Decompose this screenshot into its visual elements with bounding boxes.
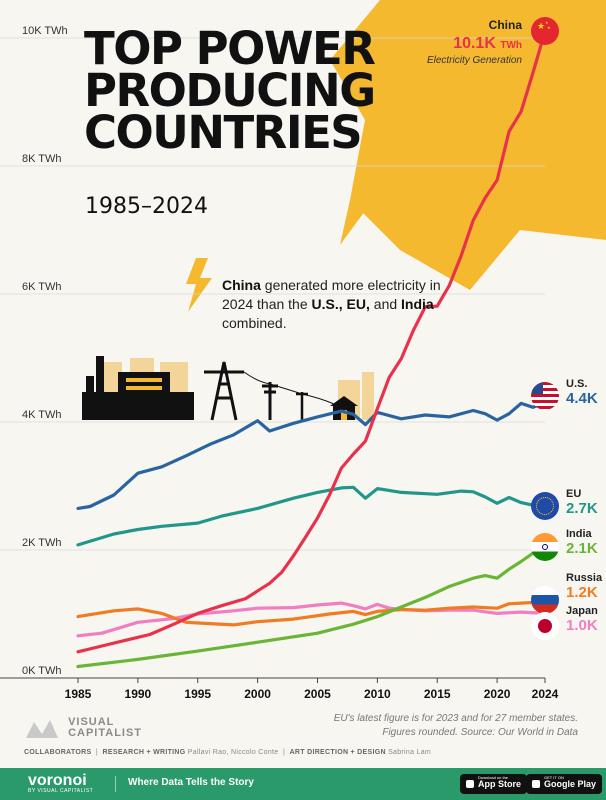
art-names: Sabrina Lam xyxy=(388,749,432,756)
series-line-russia xyxy=(76,599,547,627)
lightning-icon xyxy=(186,258,212,312)
x-tick-label: 2005 xyxy=(304,687,331,701)
eu-label: EU 2.7K xyxy=(566,488,598,517)
x-tick-label: 1995 xyxy=(184,687,211,701)
brand-top: VISUAL xyxy=(68,716,115,728)
series-line-us xyxy=(76,401,547,510)
series-value: 10.1K TWh xyxy=(427,35,522,53)
x-axis: 1985 1990 1995 2000 2005 2010 2015 2020 2024 xyxy=(65,678,559,701)
india-flag-icon xyxy=(531,533,559,561)
note-line: Figures rounded. Source: Our World in Da… xyxy=(382,727,578,738)
credits: COLLABORATORS | RESEARCH + WRITING Palla… xyxy=(24,749,432,756)
japan-flag-icon xyxy=(531,612,559,640)
source-note: EU's latest figure is for 2023 and for 2… xyxy=(334,712,578,740)
series-name: EU xyxy=(566,488,582,500)
series-name: China xyxy=(488,18,522,32)
callout-text: China generated more electricity in 2024… xyxy=(222,276,442,333)
x-tick-label: 2010 xyxy=(364,687,391,701)
chart-subtitle: 1985–2024 xyxy=(85,194,208,219)
eu-flag-icon xyxy=(531,492,559,520)
x-tick-label: 2000 xyxy=(244,687,271,701)
voronoi-logo[interactable]: voronoi BY VISUAL CAPITALIST xyxy=(28,772,93,794)
brand-mark-icon xyxy=(26,720,58,738)
y-tick-label: 0K TWh xyxy=(22,665,62,677)
china-label: China 10.1K TWh Electricity Generation xyxy=(427,18,522,66)
research-names: Pallavi Rao, Niccolo Conte xyxy=(187,749,279,756)
store-label: Google Play xyxy=(544,779,597,789)
value-unit: TWh xyxy=(500,40,522,51)
russia-label: Russia 1.2K xyxy=(566,572,602,601)
x-tick-label: 2015 xyxy=(424,687,451,701)
y-tick-label: 6K TWh xyxy=(22,281,62,293)
value-number: 10.1K xyxy=(453,35,496,52)
visual-capitalist-logo: VISUAL CAPITALIST xyxy=(24,716,142,740)
sun-illustration xyxy=(330,0,606,290)
us-flag-icon xyxy=(531,382,559,410)
y-tick-label: 4K TWh xyxy=(22,409,62,421)
title-line: COUNTRIES xyxy=(84,106,363,159)
callout-text-part: generated more electricity in 2024 than … xyxy=(222,277,441,312)
china-flag-icon: ★ ★ ★ xyxy=(531,17,559,45)
y-axis: 0K TWh 2K TWh 4K TWh 6K TWh 8K TWh 10K TWh xyxy=(22,25,68,677)
x-tick-label: 1985 xyxy=(65,687,92,701)
callout-eu: EU, xyxy=(346,296,370,312)
series-name: India xyxy=(566,528,592,540)
us-label: U.S. 4.4K xyxy=(566,378,598,407)
india-label: India 2.1K xyxy=(566,528,598,557)
note-line: EU's latest figure is for 2023 and for 2… xyxy=(333,713,578,724)
skyline-illustration xyxy=(82,356,374,421)
google-play-button[interactable]: GET IT ON Google Play xyxy=(526,774,603,794)
series-value: 2.1K xyxy=(566,540,598,557)
series-lines xyxy=(76,30,547,669)
series-line-china xyxy=(76,30,547,654)
store-label: App Store xyxy=(478,779,522,789)
footer-bar: voronoi BY VISUAL CAPITALIST Where Data … xyxy=(0,768,606,800)
series-line-india xyxy=(76,541,547,669)
y-tick-label: 8K TWh xyxy=(22,153,62,165)
collaborators-label: COLLABORATORS xyxy=(24,749,92,756)
brand-bottom: CAPITALIST xyxy=(68,727,143,739)
series-value: 2.7K xyxy=(566,500,598,517)
series-name: Russia xyxy=(566,572,603,584)
x-tick-label: 1990 xyxy=(125,687,152,701)
series-name: Japan xyxy=(566,605,598,617)
footer-tagline: Where Data Tells the Story xyxy=(128,777,254,788)
store-small: Download on the xyxy=(478,775,509,780)
footer-logo-sub: BY VISUAL CAPITALIST xyxy=(28,788,94,794)
x-tick-label: 2024 xyxy=(532,687,559,701)
footer-divider xyxy=(115,776,116,792)
series-description: Electricity Generation xyxy=(426,55,522,66)
y-tick-label: 10K TWh xyxy=(22,25,68,37)
store-small: GET IT ON xyxy=(544,775,564,780)
series-value: 1.0K xyxy=(566,617,598,634)
chart-title: TOP POWER PRODUCING COUNTRIES xyxy=(84,22,384,159)
russia-flag-icon xyxy=(531,586,559,614)
series-line-japan xyxy=(76,601,547,638)
series-line-eu xyxy=(76,485,535,547)
research-label: RESEARCH + WRITING xyxy=(102,749,186,756)
gridlines xyxy=(0,37,545,679)
japan-label: Japan 1.0K xyxy=(566,605,598,634)
callout-us: U.S., xyxy=(311,296,343,312)
callout-india: India xyxy=(401,296,434,312)
series-value: 4.4K xyxy=(566,390,598,407)
series-value: 1.2K xyxy=(566,584,598,601)
art-label: ART DIRECTION + DESIGN xyxy=(289,749,386,756)
footer-logo: voronoi xyxy=(28,772,87,789)
title-line: PRODUCING xyxy=(84,64,376,117)
callout-text-part: and xyxy=(369,296,402,312)
x-tick-label: 2020 xyxy=(484,687,511,701)
series-name: U.S. xyxy=(566,378,588,390)
app-store-button[interactable]: Download on the App Store xyxy=(460,774,528,794)
callout-china: China xyxy=(222,277,261,293)
callout-text-part: combined. xyxy=(222,315,287,331)
title-line: TOP POWER xyxy=(84,22,376,75)
y-tick-label: 2K TWh xyxy=(22,537,62,549)
